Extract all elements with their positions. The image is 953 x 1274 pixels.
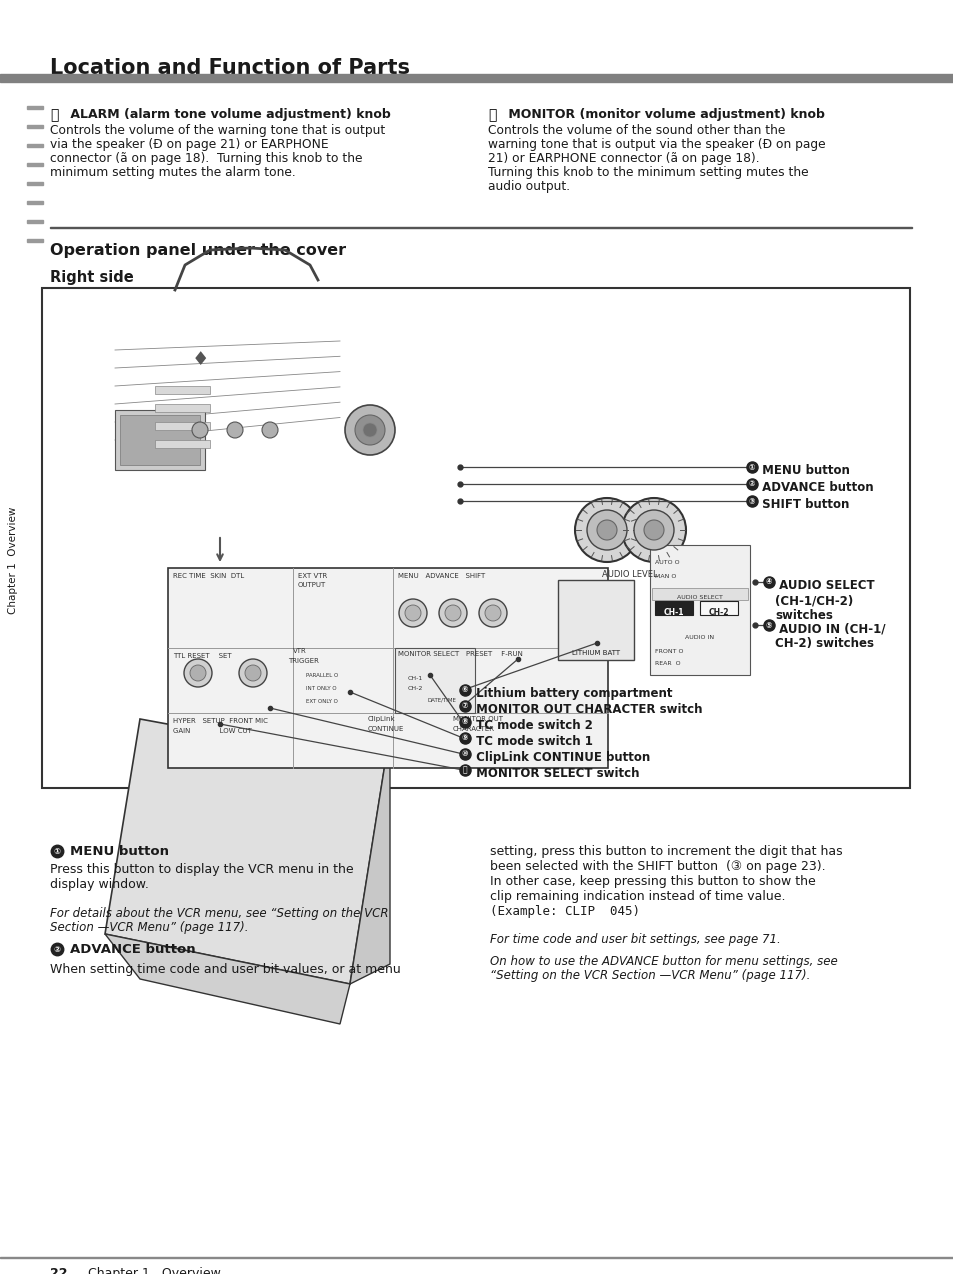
- Text: ClipLink CONTINUE button: ClipLink CONTINUE button: [472, 750, 650, 764]
- Text: EXT ONLY O: EXT ONLY O: [306, 699, 337, 705]
- Circle shape: [444, 605, 460, 620]
- Bar: [154, 386, 210, 394]
- Text: minimum setting mutes the alarm tone.: minimum setting mutes the alarm tone.: [50, 166, 295, 180]
- Text: ⓑ: ⓑ: [488, 108, 496, 122]
- Text: (Example: CLIP  045): (Example: CLIP 045): [490, 905, 639, 919]
- Text: REAR  O: REAR O: [655, 661, 679, 666]
- Text: In other case, keep pressing this button to show the: In other case, keep pressing this button…: [490, 875, 815, 888]
- Circle shape: [345, 405, 395, 455]
- Bar: [27, 238, 43, 242]
- Text: CH-1: CH-1: [408, 676, 423, 682]
- Text: Operation panel under the cover: Operation panel under the cover: [50, 243, 346, 259]
- Text: MENU   ADVANCE   SHIFT: MENU ADVANCE SHIFT: [397, 573, 485, 578]
- Text: ③: ③: [748, 497, 755, 506]
- Text: ⑥: ⑥: [461, 685, 468, 694]
- Text: VTR: VTR: [293, 648, 307, 654]
- Text: via the speaker (Ð on page 21) or EARPHONE: via the speaker (Ð on page 21) or EARPHO…: [50, 138, 328, 152]
- Bar: [154, 422, 210, 431]
- Text: ①: ①: [748, 462, 755, 471]
- Text: MONITOR SELECT switch: MONITOR SELECT switch: [472, 767, 639, 780]
- Text: CH-2: CH-2: [708, 608, 728, 617]
- Bar: [27, 144, 43, 147]
- Bar: [558, 580, 634, 660]
- Bar: [395, 648, 475, 713]
- Bar: [115, 410, 205, 470]
- Bar: [154, 404, 210, 412]
- Polygon shape: [350, 754, 390, 984]
- Circle shape: [621, 498, 685, 562]
- Text: FRONT O: FRONT O: [655, 648, 682, 654]
- Text: ④: ④: [765, 577, 771, 586]
- Text: MONITOR OUT CHARACTER switch: MONITOR OUT CHARACTER switch: [472, 703, 701, 716]
- Text: ALARM (alarm tone volume adjustment) knob: ALARM (alarm tone volume adjustment) kno…: [66, 108, 391, 121]
- Text: Lithium battery compartment: Lithium battery compartment: [472, 687, 672, 699]
- Circle shape: [245, 665, 261, 682]
- Text: warning tone that is output via the speaker (Ð on page: warning tone that is output via the spea…: [488, 138, 824, 152]
- Text: LITHIUM BATT: LITHIUM BATT: [572, 650, 619, 656]
- Bar: [655, 601, 692, 615]
- Text: Section —VCR Menu” (page 117).: Section —VCR Menu” (page 117).: [50, 921, 248, 934]
- Text: TC mode switch 1: TC mode switch 1: [472, 735, 592, 748]
- Text: “Setting on the VCR Section —VCR Menu” (page 117).: “Setting on the VCR Section —VCR Menu” (…: [490, 970, 809, 982]
- Text: ADVANCE button: ADVANCE button: [758, 482, 873, 494]
- Text: ②: ②: [748, 479, 755, 488]
- Text: AUTO O: AUTO O: [655, 561, 679, 564]
- Text: connector (ã on page 18).  Turning this knob to the: connector (ã on page 18). Turning this k…: [50, 152, 362, 166]
- Text: AUDIO LEVEL: AUDIO LEVEL: [601, 569, 658, 578]
- Circle shape: [634, 510, 673, 550]
- Text: display window.: display window.: [50, 878, 149, 891]
- Bar: [27, 106, 43, 110]
- Text: ⑦: ⑦: [461, 702, 468, 711]
- Text: CH-1: CH-1: [663, 608, 683, 617]
- Text: AUDIO IN (CH-1/
CH-2) switches: AUDIO IN (CH-1/ CH-2) switches: [774, 622, 884, 650]
- Circle shape: [643, 520, 663, 540]
- Text: MENU button: MENU button: [758, 464, 849, 476]
- Text: MAN O: MAN O: [655, 575, 676, 578]
- Text: ②: ②: [53, 944, 60, 953]
- Circle shape: [363, 423, 376, 437]
- Bar: [120, 415, 200, 465]
- Bar: [651, 589, 747, 600]
- Bar: [154, 440, 210, 448]
- Circle shape: [597, 520, 617, 540]
- Text: AUDIO SELECT
(CH-1/CH-2)
switches: AUDIO SELECT (CH-1/CH-2) switches: [774, 578, 874, 622]
- Text: 21) or EARPHONE connector (ã on page 18).: 21) or EARPHONE connector (ã on page 18)…: [488, 152, 759, 166]
- Text: ①: ①: [53, 846, 60, 856]
- Text: GAIN             LOW CUT: GAIN LOW CUT: [172, 727, 252, 734]
- Text: ⓐ: ⓐ: [50, 108, 58, 122]
- Text: TC mode switch 2: TC mode switch 2: [472, 719, 592, 733]
- Text: Location and Function of Parts: Location and Function of Parts: [50, 59, 410, 78]
- Circle shape: [405, 605, 420, 620]
- Text: Controls the volume of the sound other than the: Controls the volume of the sound other t…: [488, 124, 784, 138]
- Text: been selected with the SHIFT button  (③ on page 23).: been selected with the SHIFT button (③ o…: [490, 860, 824, 873]
- Text: clip remaining indication instead of time value.: clip remaining indication instead of tim…: [490, 891, 784, 903]
- Circle shape: [355, 415, 385, 445]
- Circle shape: [438, 599, 467, 627]
- Bar: [168, 568, 607, 768]
- Circle shape: [190, 665, 206, 682]
- Text: Right side: Right side: [50, 270, 133, 285]
- Text: HYPER   SETUP  FRONT MIC: HYPER SETUP FRONT MIC: [172, 719, 268, 724]
- Bar: [649, 545, 749, 675]
- Text: AUDIO IN: AUDIO IN: [684, 634, 714, 640]
- Circle shape: [478, 599, 506, 627]
- Text: ♦: ♦: [191, 350, 209, 369]
- Circle shape: [398, 599, 427, 627]
- Text: CH-2: CH-2: [408, 685, 423, 691]
- Text: ClipLink: ClipLink: [368, 716, 395, 722]
- Circle shape: [239, 659, 267, 687]
- Circle shape: [484, 605, 500, 620]
- Text: Press this button to display the VCR menu in the: Press this button to display the VCR men…: [50, 862, 354, 877]
- Text: OUTPUT: OUTPUT: [297, 582, 326, 589]
- Bar: [27, 181, 43, 185]
- Text: Controls the volume of the warning tone that is output: Controls the volume of the warning tone …: [50, 124, 385, 138]
- Text: MONITOR OUT: MONITOR OUT: [453, 716, 502, 722]
- Text: audio output.: audio output.: [488, 180, 570, 192]
- Text: For details about the VCR menu, see “Setting on the VCR: For details about the VCR menu, see “Set…: [50, 907, 388, 920]
- Circle shape: [192, 422, 208, 438]
- Text: PARALLEL O: PARALLEL O: [306, 673, 338, 678]
- Text: MENU button: MENU button: [70, 845, 169, 857]
- Bar: [42, 288, 909, 789]
- Text: AUDIO SELECT: AUDIO SELECT: [677, 595, 722, 600]
- Text: REC TIME  SKIN  DTL: REC TIME SKIN DTL: [172, 573, 244, 578]
